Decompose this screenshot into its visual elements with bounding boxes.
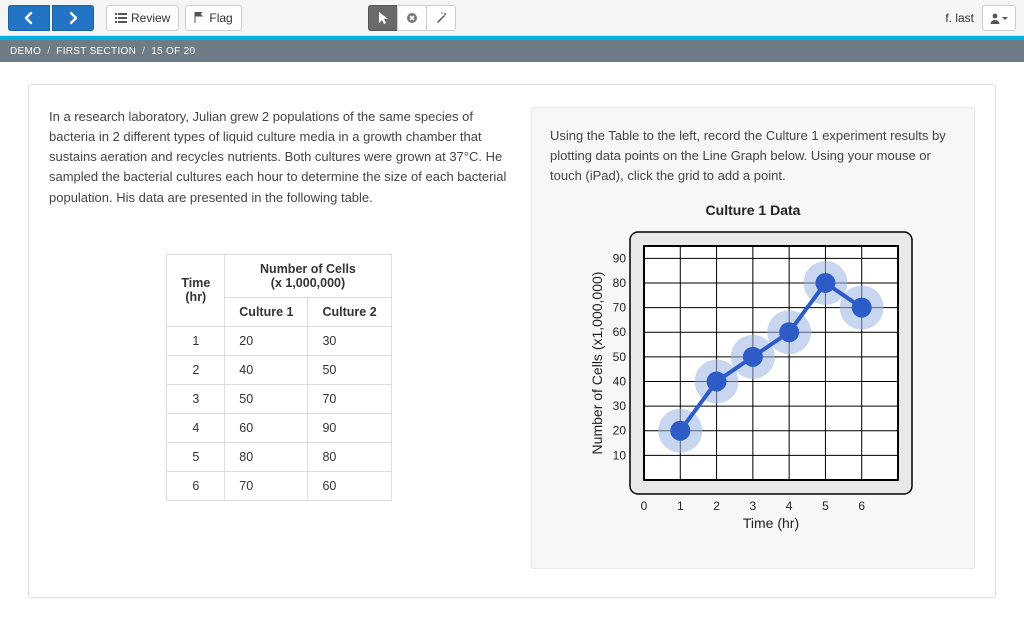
cell-time: 1 [167, 326, 225, 355]
nav-button-group [8, 5, 94, 31]
wand-icon [435, 12, 447, 24]
table-cells-group-header: Number of Cells(x 1,000,000) [225, 254, 391, 297]
arrow-left-icon [22, 11, 36, 25]
svg-text:5: 5 [822, 499, 829, 513]
chart-title: Culture 1 Data [550, 202, 956, 218]
breadcrumb-section[interactable]: First Section [56, 46, 136, 57]
cell-time: 3 [167, 384, 225, 413]
cell-time: 2 [167, 355, 225, 384]
svg-text:90: 90 [613, 252, 627, 266]
next-button[interactable] [52, 5, 94, 31]
table-col2-header: Culture 2 [308, 297, 391, 326]
flag-icon [194, 12, 205, 23]
flag-label: Flag [209, 11, 232, 25]
prev-button[interactable] [8, 5, 50, 31]
cell-time: 5 [167, 442, 225, 471]
table-row: 67060 [167, 471, 391, 500]
svg-text:10: 10 [613, 449, 627, 463]
line-chart[interactable]: 10 20 30 40 50 60 70 80 90 0 1 2 3 4 5 6 Time (hr) Number… [588, 226, 918, 546]
draw-tool-button[interactable] [426, 5, 456, 31]
caret-down-icon [1001, 12, 1009, 24]
user-display-name: f. last [945, 11, 974, 25]
svg-text:4: 4 [786, 499, 793, 513]
user-area: f. last [945, 5, 1016, 31]
cell-culture2: 50 [308, 355, 391, 384]
cell-culture2: 70 [308, 384, 391, 413]
circle-x-icon [406, 12, 418, 24]
svg-text:60: 60 [613, 326, 627, 340]
data-table: Time(hr) Number of Cells(x 1,000,000) Cu… [166, 254, 391, 501]
tool-mode-group [368, 5, 455, 31]
cell-time: 4 [167, 413, 225, 442]
erase-tool-button[interactable] [397, 5, 427, 31]
table-row: 35070 [167, 384, 391, 413]
svg-text:Time (hr): Time (hr) [743, 515, 799, 531]
svg-text:Number of Cells (x1,000,000): Number of Cells (x1,000,000) [589, 272, 605, 455]
svg-text:1: 1 [677, 499, 684, 513]
pointer-icon [377, 11, 389, 25]
instructions-text: Using the Table to the left, record the … [550, 126, 956, 186]
user-menu-button[interactable] [982, 5, 1016, 31]
table-row: 12030 [167, 326, 391, 355]
svg-text:2: 2 [713, 499, 720, 513]
table-row: 24050 [167, 355, 391, 384]
cell-culture2: 60 [308, 471, 391, 500]
breadcrumb-sep: / [47, 46, 50, 57]
cell-culture1: 80 [225, 442, 308, 471]
top-toolbar: Review Flag f. last [0, 0, 1024, 36]
list-icon [115, 13, 127, 23]
user-icon [989, 12, 1001, 24]
breadcrumb-position: 15 of 20 [151, 46, 195, 57]
table-col1-header: Culture 1 [225, 297, 308, 326]
cell-culture1: 20 [225, 326, 308, 355]
cell-culture2: 80 [308, 442, 391, 471]
cell-time: 6 [167, 471, 225, 500]
cell-culture2: 90 [308, 413, 391, 442]
svg-text:30: 30 [613, 400, 627, 414]
left-column: In a research laboratory, Julian grew 2 … [49, 107, 509, 569]
passage-text: In a research laboratory, Julian grew 2 … [49, 107, 509, 208]
review-label: Review [131, 11, 170, 25]
svg-text:20: 20 [613, 424, 627, 438]
table-row: 58080 [167, 442, 391, 471]
svg-text:6: 6 [858, 499, 865, 513]
svg-text:50: 50 [613, 350, 627, 364]
svg-text:70: 70 [613, 301, 627, 315]
breadcrumb: Demo / First Section / 15 of 20 [0, 40, 1024, 62]
cell-culture1: 70 [225, 471, 308, 500]
table-time-header: Time(hr) [167, 254, 225, 326]
review-button[interactable]: Review [106, 5, 179, 31]
arrow-right-icon [66, 11, 80, 25]
breadcrumb-root[interactable]: Demo [10, 46, 41, 57]
right-column: Using the Table to the left, record the … [531, 107, 975, 569]
svg-text:80: 80 [613, 276, 627, 290]
question-card: In a research laboratory, Julian grew 2 … [28, 84, 996, 598]
svg-text:3: 3 [750, 499, 757, 513]
flag-button[interactable]: Flag [185, 5, 241, 31]
svg-text:40: 40 [613, 375, 627, 389]
svg-text:0: 0 [641, 499, 648, 513]
cell-culture1: 60 [225, 413, 308, 442]
cell-culture1: 40 [225, 355, 308, 384]
stage: In a research laboratory, Julian grew 2 … [0, 62, 1024, 620]
table-row: 46090 [167, 413, 391, 442]
cell-culture1: 50 [225, 384, 308, 413]
breadcrumb-sep: / [142, 46, 145, 57]
cell-culture2: 30 [308, 326, 391, 355]
pointer-tool-button[interactable] [368, 5, 398, 31]
